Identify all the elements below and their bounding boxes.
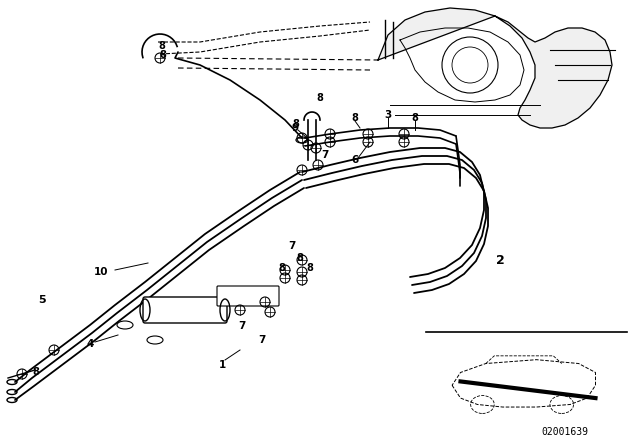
Text: 7: 7: [268, 290, 276, 300]
Text: 8: 8: [292, 119, 300, 129]
Text: 8: 8: [255, 293, 261, 303]
Text: 4: 4: [86, 339, 93, 349]
Text: 8: 8: [278, 263, 285, 273]
Text: 9: 9: [291, 123, 299, 133]
Text: 7: 7: [321, 150, 329, 160]
Text: 8: 8: [159, 50, 166, 60]
Text: 02001639: 02001639: [541, 427, 589, 437]
Text: 8: 8: [159, 41, 165, 51]
Text: 5: 5: [38, 295, 46, 305]
Text: 3: 3: [385, 110, 392, 120]
Text: 8: 8: [32, 367, 39, 377]
Text: 8: 8: [351, 113, 358, 123]
Text: 7: 7: [238, 321, 246, 331]
FancyBboxPatch shape: [217, 286, 279, 306]
FancyBboxPatch shape: [143, 297, 227, 323]
Text: 2: 2: [495, 254, 504, 267]
Text: 7: 7: [288, 241, 296, 251]
Polygon shape: [378, 8, 612, 128]
Text: 10: 10: [93, 267, 108, 277]
Text: 8: 8: [296, 253, 303, 263]
Text: 6: 6: [351, 155, 358, 165]
Text: 8: 8: [412, 113, 419, 123]
Text: 8: 8: [307, 263, 314, 273]
Text: 1: 1: [218, 360, 226, 370]
Text: 7: 7: [259, 335, 266, 345]
Text: 8: 8: [317, 93, 323, 103]
